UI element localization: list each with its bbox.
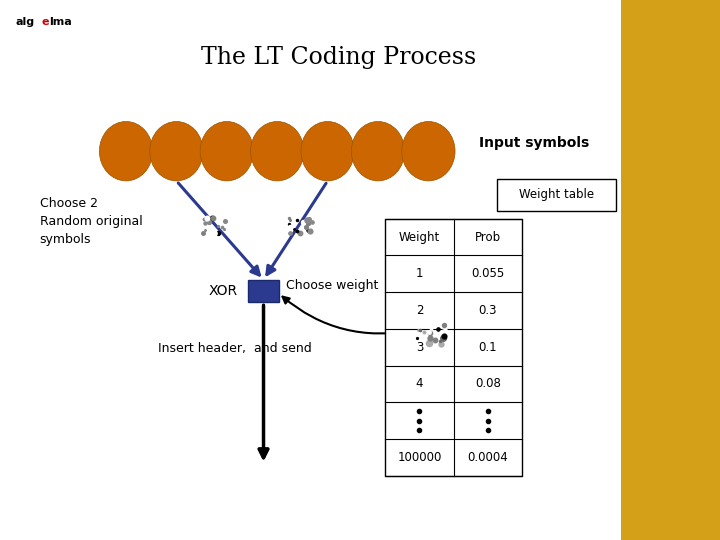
Text: 100000: 100000 xyxy=(397,451,441,464)
Ellipse shape xyxy=(301,122,354,181)
Text: lma: lma xyxy=(49,17,72,28)
Text: e: e xyxy=(42,17,49,28)
Ellipse shape xyxy=(351,122,405,181)
Ellipse shape xyxy=(251,122,304,181)
Text: Weight: Weight xyxy=(399,231,440,244)
Text: 0.3: 0.3 xyxy=(479,304,497,317)
Ellipse shape xyxy=(99,122,153,181)
Ellipse shape xyxy=(402,122,455,181)
Text: 1: 1 xyxy=(415,267,423,280)
Text: Choose 2
Random original
symbols: Choose 2 Random original symbols xyxy=(40,197,143,246)
Text: 0.0004: 0.0004 xyxy=(467,451,508,464)
Text: 2: 2 xyxy=(415,304,423,317)
Text: XOR: XOR xyxy=(209,284,238,298)
FancyBboxPatch shape xyxy=(248,280,279,302)
Text: 3: 3 xyxy=(415,341,423,354)
Text: The LT Coding Process: The LT Coding Process xyxy=(201,46,476,69)
FancyBboxPatch shape xyxy=(385,219,522,476)
Bar xyxy=(621,0,720,540)
Text: 0.055: 0.055 xyxy=(471,267,505,280)
Text: Choose weight: Choose weight xyxy=(286,279,378,292)
Text: Insert header,  and send: Insert header, and send xyxy=(158,342,312,355)
Ellipse shape xyxy=(150,122,203,181)
Text: 0.08: 0.08 xyxy=(475,377,500,390)
Text: Weight table: Weight table xyxy=(518,188,594,201)
Text: Input symbols: Input symbols xyxy=(479,136,589,150)
FancyBboxPatch shape xyxy=(497,179,616,211)
Ellipse shape xyxy=(200,122,253,181)
Text: 4: 4 xyxy=(415,377,423,390)
Text: Prob: Prob xyxy=(474,231,501,244)
Text: 0.1: 0.1 xyxy=(479,341,497,354)
Text: alg: alg xyxy=(16,17,35,28)
